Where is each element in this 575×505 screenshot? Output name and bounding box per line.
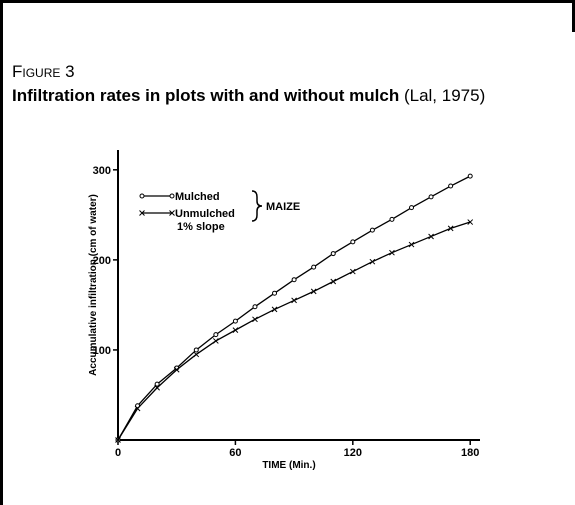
- marker-circle: [350, 239, 356, 245]
- series-line: [117, 221, 471, 441]
- marker-x: [169, 210, 175, 216]
- figure-label: Figure 3: [12, 62, 75, 81]
- marker-x: [408, 241, 415, 248]
- annotation: 1% slope: [177, 221, 225, 233]
- y-tick-label: 300: [93, 165, 111, 177]
- marker-x: [134, 405, 141, 412]
- marker-x: [369, 258, 376, 265]
- marker-x: [330, 278, 337, 285]
- frame-right: [572, 0, 575, 32]
- marker-circle: [291, 277, 297, 283]
- x-tick-label: 120: [344, 447, 362, 459]
- marker-x: [212, 338, 219, 344]
- marker-x: [252, 316, 258, 323]
- marker-x: [232, 327, 239, 333]
- title-bold: Infiltration rates in plots with and wit…: [12, 86, 400, 105]
- marker-circle: [139, 193, 145, 199]
- marker-x: [349, 268, 356, 275]
- y-tick-label: 100: [93, 345, 111, 357]
- marker-circle: [389, 216, 395, 222]
- marker-circle: [369, 227, 375, 233]
- marker-circle: [428, 194, 434, 200]
- marker-x: [291, 297, 297, 304]
- x-tick-label: 60: [229, 447, 241, 459]
- y-tick-label: 200: [93, 255, 111, 267]
- frame-top: [0, 0, 575, 3]
- x-axis-label: TIME (Min.): [262, 460, 315, 471]
- marker-circle: [467, 173, 473, 179]
- frame-left: [0, 0, 3, 505]
- series-line: [117, 175, 471, 441]
- marker-circle: [169, 193, 175, 199]
- marker-circle: [272, 290, 278, 296]
- marker-x: [154, 384, 160, 391]
- marker-x: [139, 210, 145, 216]
- y-axis-label: Accumulative infiltration (cm of water): [88, 194, 99, 376]
- x-tick-label: 180: [461, 447, 479, 459]
- marker-circle: [193, 347, 199, 353]
- marker-x: [428, 233, 434, 240]
- marker-x: [193, 351, 200, 358]
- annotation: MAIZE: [266, 201, 300, 213]
- marker-circle: [448, 183, 454, 189]
- marker-x: [467, 219, 474, 225]
- marker-x: [115, 437, 121, 443]
- x-tick-label: 0: [115, 447, 121, 459]
- marker-x: [447, 225, 454, 232]
- marker-x: [271, 306, 278, 313]
- marker-circle: [311, 264, 317, 270]
- marker-circle: [154, 381, 160, 387]
- legend-label: Mulched: [175, 191, 220, 203]
- marker-circle: [232, 318, 238, 324]
- marker-circle: [330, 251, 336, 257]
- figure-title: Infiltration rates in plots with and wit…: [12, 84, 563, 107]
- marker-circle: [409, 205, 415, 211]
- legend-label: Unmulched: [175, 208, 235, 220]
- marker-circle: [213, 332, 219, 338]
- legend-brace: [251, 190, 263, 222]
- marker-x: [310, 288, 317, 295]
- marker-circle: [252, 304, 258, 310]
- marker-x: [389, 249, 395, 256]
- marker-x: [173, 366, 180, 373]
- title-source: (Lal, 1975): [403, 86, 486, 105]
